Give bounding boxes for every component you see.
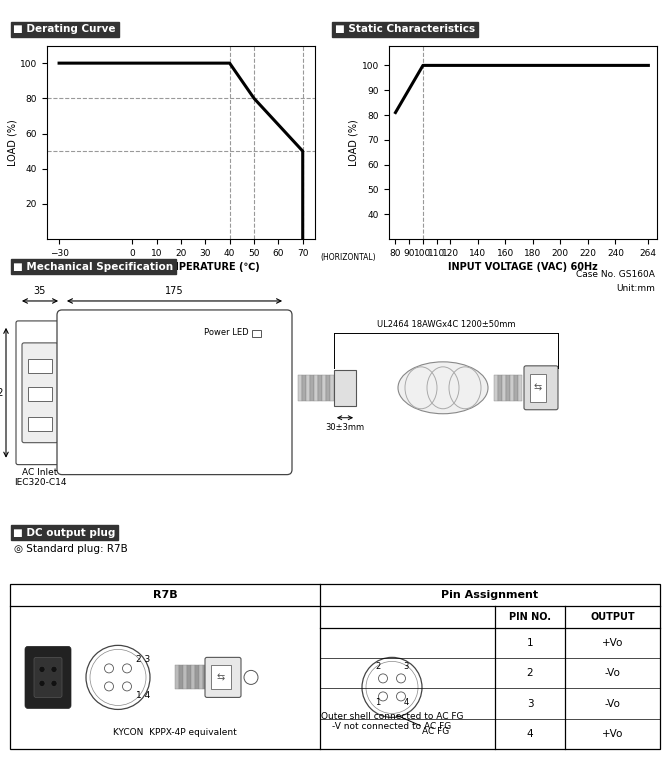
Text: OUTPUT: OUTPUT: [590, 612, 634, 622]
Circle shape: [90, 650, 146, 705]
Bar: [318, 375, 322, 401]
Text: ■ Static Characteristics: ■ Static Characteristics: [335, 24, 475, 34]
Bar: [211, 666, 231, 689]
Text: 175: 175: [165, 286, 184, 296]
Text: -Vo: -Vo: [604, 698, 620, 709]
Circle shape: [362, 657, 422, 717]
Bar: [187, 666, 190, 689]
Bar: [322, 375, 326, 401]
Circle shape: [379, 692, 387, 701]
Text: 4: 4: [403, 698, 409, 707]
FancyBboxPatch shape: [16, 321, 64, 465]
Bar: [203, 666, 206, 689]
Text: Case No. GS160A: Case No. GS160A: [576, 270, 655, 279]
Circle shape: [366, 661, 418, 713]
Bar: [334, 370, 356, 406]
FancyBboxPatch shape: [25, 647, 71, 708]
Text: ⇆: ⇆: [534, 383, 542, 393]
Text: 1: 1: [375, 698, 381, 707]
Text: 35: 35: [34, 286, 46, 296]
Text: +Vo: +Vo: [602, 729, 623, 739]
Circle shape: [39, 666, 45, 672]
Text: 1 4: 1 4: [136, 691, 150, 700]
Bar: [514, 375, 517, 401]
Text: 2: 2: [375, 663, 381, 672]
Text: UL2464 18AWGx4C 1200±50mm: UL2464 18AWGx4C 1200±50mm: [377, 320, 515, 329]
Circle shape: [51, 680, 57, 686]
Text: Unit:mm: Unit:mm: [616, 284, 655, 293]
Circle shape: [105, 664, 113, 673]
Bar: [28, 417, 52, 430]
Text: ■ Derating Curve: ■ Derating Curve: [13, 24, 116, 34]
Text: ■ DC output plug: ■ DC output plug: [13, 528, 116, 537]
Bar: [330, 375, 334, 401]
Bar: [310, 375, 314, 401]
Bar: [195, 666, 198, 689]
Text: 1: 1: [527, 638, 533, 648]
Text: Pin Assignment: Pin Assignment: [442, 590, 539, 600]
Text: PIN NO.: PIN NO.: [509, 612, 551, 622]
Y-axis label: LOAD (%): LOAD (%): [7, 119, 17, 165]
Text: Outer shell connected to AC FG
-V not connected to AC FG: Outer shell connected to AC FG -V not co…: [321, 712, 463, 731]
Circle shape: [123, 682, 131, 691]
Bar: [298, 375, 302, 401]
Bar: [10, 584, 660, 749]
FancyBboxPatch shape: [57, 310, 292, 474]
Bar: [314, 375, 318, 401]
Bar: [530, 374, 546, 402]
Bar: [179, 666, 182, 689]
Text: ◎ Standard plug: R7B: ◎ Standard plug: R7B: [14, 543, 128, 554]
FancyBboxPatch shape: [34, 657, 62, 698]
Circle shape: [397, 674, 405, 683]
FancyBboxPatch shape: [205, 657, 241, 698]
Bar: [518, 375, 521, 401]
Bar: [28, 359, 52, 373]
Bar: [326, 375, 330, 401]
Bar: [175, 666, 178, 689]
Bar: [306, 375, 310, 401]
Text: AC Inlet
IEC320-C14: AC Inlet IEC320-C14: [14, 468, 66, 487]
Text: +Vo: +Vo: [602, 638, 623, 648]
Circle shape: [105, 682, 113, 691]
Bar: [498, 375, 502, 401]
Circle shape: [51, 666, 57, 672]
Bar: [252, 330, 261, 337]
Circle shape: [123, 664, 131, 673]
Circle shape: [86, 645, 150, 710]
Bar: [302, 375, 306, 401]
Text: 30±3mm: 30±3mm: [326, 423, 364, 432]
Text: 2: 2: [527, 668, 533, 679]
Bar: [183, 666, 186, 689]
Ellipse shape: [398, 362, 488, 414]
Bar: [510, 375, 513, 401]
Text: 3: 3: [527, 698, 533, 709]
Circle shape: [397, 692, 405, 701]
Text: 3: 3: [403, 663, 409, 672]
Bar: [506, 375, 509, 401]
Circle shape: [379, 674, 387, 683]
Text: AC FG: AC FG: [422, 727, 450, 736]
Bar: [199, 666, 202, 689]
Circle shape: [39, 680, 45, 686]
X-axis label: INPUT VOLTAGE (VAC) 60Hz: INPUT VOLTAGE (VAC) 60Hz: [448, 262, 598, 272]
Text: -Vo: -Vo: [604, 668, 620, 679]
Y-axis label: LOAD (%): LOAD (%): [349, 119, 359, 165]
FancyBboxPatch shape: [22, 343, 58, 442]
Text: R7B: R7B: [153, 590, 178, 600]
Circle shape: [244, 670, 258, 685]
Text: 4: 4: [527, 729, 533, 739]
Bar: [191, 666, 194, 689]
Text: ⇆: ⇆: [217, 672, 225, 682]
Bar: [28, 387, 52, 401]
X-axis label: AMBIENT TEMPERATURE (℃): AMBIENT TEMPERATURE (℃): [103, 262, 259, 272]
Bar: [502, 375, 505, 401]
Bar: [494, 375, 498, 401]
Text: KYCON  KPPX-4P equivalent: KYCON KPPX-4P equivalent: [113, 728, 237, 737]
Text: 72: 72: [0, 388, 4, 398]
FancyBboxPatch shape: [524, 366, 558, 410]
Text: (HORIZONTAL): (HORIZONTAL): [320, 253, 376, 262]
Text: 2 3: 2 3: [136, 655, 150, 664]
Text: Power LED: Power LED: [204, 329, 249, 338]
Text: ■ Mechanical Specification: ■ Mechanical Specification: [13, 262, 174, 272]
